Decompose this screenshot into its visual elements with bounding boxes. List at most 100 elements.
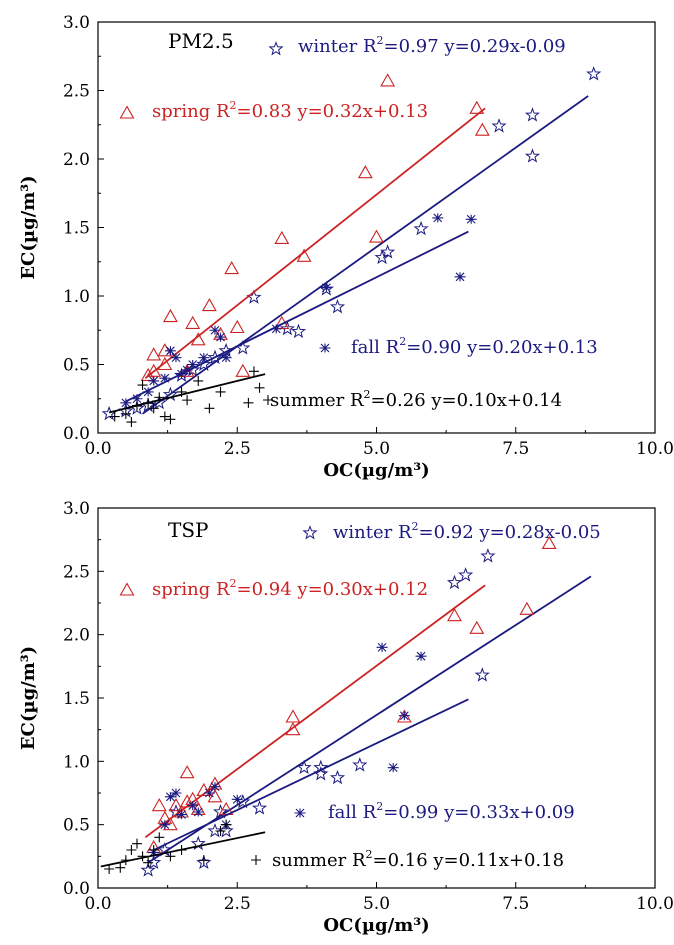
triangle-marker (146, 347, 162, 361)
triangle-marker (119, 582, 135, 596)
triangle-marker (140, 367, 156, 382)
fit-line-winter (142, 95, 589, 415)
star-marker (296, 759, 312, 775)
triangle-marker (190, 332, 206, 346)
y-tick-label: 2.0 (63, 626, 90, 646)
plus-marker (165, 851, 176, 862)
asterisk-marker (398, 711, 410, 721)
triangle-marker (179, 765, 195, 779)
asterisk-marker (131, 394, 143, 404)
plus-marker (104, 864, 115, 874)
triangle-marker (196, 782, 212, 797)
asterisk-marker (159, 820, 171, 830)
star-marker (380, 244, 396, 259)
asterisk-marker (164, 346, 176, 356)
asterisk-marker (294, 808, 306, 818)
triangle-marker (296, 248, 312, 262)
asterisk-marker (215, 332, 227, 342)
asterisk-marker (415, 651, 427, 661)
plus-marker (254, 382, 265, 393)
star-marker (101, 405, 117, 421)
x-tick-label: 10.0 (636, 894, 674, 914)
star-marker (524, 148, 540, 163)
plus-marker (248, 366, 259, 377)
y-tick-label: 2.0 (63, 150, 90, 170)
star-marker (474, 667, 490, 682)
fit-line-summer (108, 373, 266, 414)
plus-marker (215, 826, 226, 836)
asterisk-marker (387, 763, 399, 773)
x-tick-label: 0.0 (84, 894, 111, 914)
plus-marker (126, 845, 137, 855)
star-marker (413, 220, 429, 236)
plus-marker (215, 386, 226, 397)
asterisk-marker (120, 398, 132, 408)
star-marker (302, 525, 318, 540)
plus-marker (193, 375, 204, 386)
x-tick-label: 2.5 (224, 439, 251, 459)
star-marker (196, 356, 212, 371)
y-tick-label: 0.5 (63, 816, 90, 836)
plus-marker (159, 411, 170, 422)
triangle-marker (119, 105, 135, 119)
plot-frame (97, 507, 656, 889)
star-marker (185, 362, 201, 377)
x-tick-label: 7.5 (502, 439, 529, 459)
series-winter: winter R2=0.97 y=0.29x-0.09 (101, 34, 602, 421)
plus-marker (148, 845, 159, 855)
equation-summer: summer R2=0.26 y=0.10x+0.14 (270, 388, 562, 411)
triangle-marker (474, 122, 490, 136)
y-tick-label: 1.5 (63, 219, 90, 239)
plus-marker (137, 380, 148, 391)
plus-marker (154, 832, 165, 843)
plus-marker (126, 417, 137, 428)
plus-marker (143, 857, 154, 868)
plus-marker (131, 838, 142, 849)
x-tick-label: 2.5 (224, 894, 251, 914)
series-fall: fall R2=0.99 y=0.33x+0.09 (148, 642, 575, 858)
asterisk-marker (270, 324, 282, 334)
y-tick-label: 0.0 (63, 879, 90, 899)
x-tick-label: 10.0 (636, 439, 674, 459)
triangle-marker (185, 315, 201, 329)
star-marker (207, 823, 223, 838)
plus-marker (176, 845, 187, 855)
x-axis-title: OC(µg/m³) (323, 915, 429, 936)
x-tick-label: 0.0 (84, 439, 111, 459)
y-axis-title: EC(µg/m³) (18, 646, 39, 750)
asterisk-marker (220, 353, 232, 363)
asterisk-marker (159, 373, 171, 383)
star-marker (524, 107, 540, 122)
equation-fall: fall R2=0.99 y=0.33x+0.09 (328, 800, 575, 823)
triangle-marker (285, 722, 301, 736)
plus-marker (131, 400, 142, 411)
asterisk-marker (192, 807, 204, 817)
plus-marker (120, 408, 131, 419)
y-tick-label: 1.0 (63, 287, 90, 307)
fit-line-summer (100, 831, 266, 868)
plus-marker (243, 397, 254, 408)
asterisk-marker (198, 353, 210, 363)
triangle-marker (274, 230, 290, 245)
fit-line-spring (144, 107, 486, 379)
triangle-marker (235, 363, 251, 377)
triangle-marker (151, 798, 167, 812)
asterisk-marker (187, 360, 199, 369)
asterisk-marker (231, 794, 243, 804)
plus-marker (204, 403, 215, 414)
triangle-marker (447, 608, 462, 622)
triangle-marker (162, 308, 178, 323)
triangle-marker (201, 297, 217, 312)
plus-marker (148, 403, 159, 414)
star-marker (329, 769, 346, 785)
star-marker (146, 854, 162, 870)
series-spring: spring R2=0.94 y=0.30x+0.12 (119, 535, 557, 854)
star-marker (218, 823, 234, 838)
star-marker (290, 323, 307, 339)
equation-winter: winter R2=0.92 y=0.28x-0.05 (333, 520, 601, 543)
equation-summer: summer R2=0.16 y=0.11x+0.18 (272, 848, 564, 871)
panel-label: TSP (168, 518, 209, 542)
triangle-marker (541, 535, 557, 550)
equation-winter: winter R2=0.97 y=0.29x-0.09 (298, 34, 566, 57)
asterisk-marker (209, 782, 221, 792)
